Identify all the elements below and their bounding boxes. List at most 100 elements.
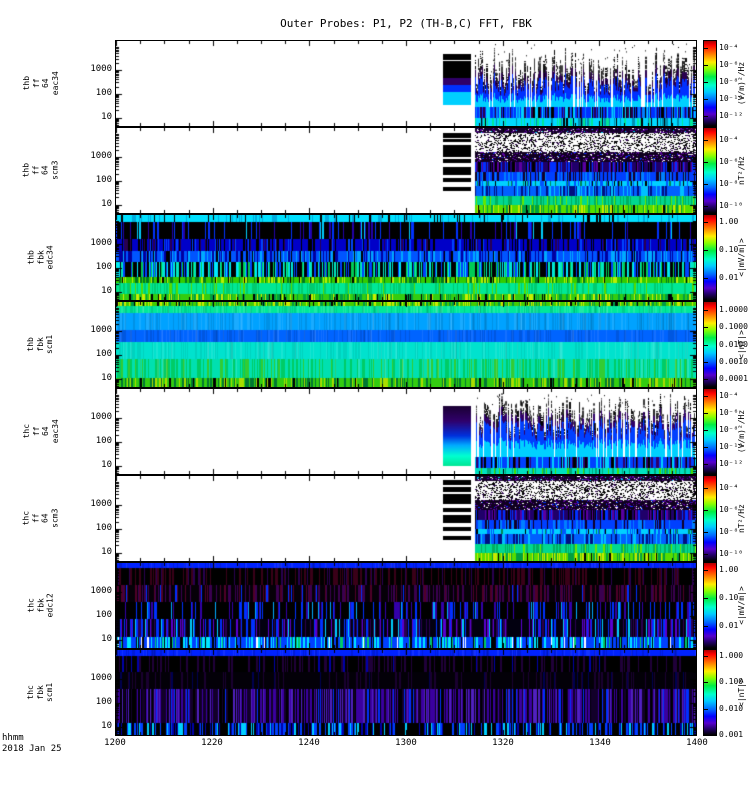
x-axis-tick-label: 1200 <box>104 738 126 748</box>
colorbar-tick-label: 1.00 <box>719 564 739 574</box>
colorbar-tick-mark <box>704 532 708 534</box>
spectrogram-thb-ff-64-eac34 <box>116 41 696 126</box>
y-tick-label: 100 <box>95 696 112 707</box>
colorbar-tick-label: 10⁻¹⁰ <box>719 441 744 451</box>
spectrogram-thc-ff-64-eac34 <box>116 389 696 474</box>
colorbar-tick-mark <box>704 488 708 490</box>
spectrogram-thb-ff-64-scm3 <box>116 128 696 213</box>
colorbar-thc-ff-64-eac34 <box>703 388 717 475</box>
colorbar-thc-ff-64-scm3 <box>703 475 717 562</box>
colorbar-tick-label: 10⁻⁸ <box>719 179 739 189</box>
colorbar-tick-label: 10⁻⁸ <box>719 527 739 537</box>
colorbar-tick-mark <box>704 98 708 100</box>
colorbar-unit-label: <|nT|> <box>737 678 746 707</box>
colorbar-tick-mark <box>704 625 708 627</box>
colorbar-tick-mark <box>704 463 708 465</box>
y-tick-label: 1000 <box>90 237 112 248</box>
colorbar-tick-label: 10⁻¹⁰ <box>719 93 744 103</box>
spectrogram-thb-fbk-scm1 <box>116 302 696 387</box>
y-tick-label: 1000 <box>90 411 112 422</box>
colorbar-tick-label: 0.0100 <box>719 339 748 349</box>
colorbar-unit-label: <|mV/m|> <box>737 238 746 277</box>
colorbar-tick-label: 0.100 <box>719 677 744 687</box>
colorbar-tick-label: 1.0000 <box>719 304 748 314</box>
colorbar-tick-label: 10⁻⁴ <box>719 42 739 52</box>
colorbar-tick-mark <box>704 221 708 223</box>
colorbar-tick-mark <box>704 395 708 397</box>
colorbar-tick-mark <box>704 161 708 163</box>
time-format-label: hhmm <box>2 733 24 743</box>
colorbar-thc-fbk-edc12 <box>703 562 717 649</box>
colorbar-tick-mark <box>704 735 708 737</box>
colorbar-tick-mark <box>704 47 708 49</box>
y-tick-label: 1000 <box>90 324 112 335</box>
colorbar-tick-mark <box>704 554 708 556</box>
x-axis-tick-label: 1320 <box>492 738 514 748</box>
panel-thb-ff-64-eac34 <box>115 40 697 127</box>
y-tick-label: 100 <box>95 261 112 272</box>
colorbar-tick-label: 1.00 <box>719 216 739 226</box>
colorbar-thb-fbk-edc34 <box>703 214 717 301</box>
colorbar-tick-mark <box>704 81 708 83</box>
colorbar-tick-mark <box>704 509 708 511</box>
y-tick-label: 10 <box>101 285 112 296</box>
spectrogram-thc-fbk-scm1 <box>116 650 696 735</box>
colorbar-tick-label: 0.0001 <box>719 374 748 384</box>
colorbar-tick-mark <box>704 277 708 279</box>
colorbar-tick-label: 10⁻⁸ <box>719 424 739 434</box>
colorbar-tick-mark <box>704 412 708 414</box>
colorbar-tick-label: 10⁻¹² <box>719 110 744 120</box>
x-axis-tick-label: 1340 <box>589 738 611 748</box>
colorbar-tick-label: 0.1000 <box>719 322 748 332</box>
panel-thb-ff-64-scm3 <box>115 127 697 214</box>
y-tick-label: 1000 <box>90 672 112 683</box>
x-axis-tick-label: 1400 <box>686 738 708 748</box>
colorbar-tick-mark <box>704 597 708 599</box>
panel-thc-ff-64-eac34 <box>115 388 697 475</box>
colorbar-tick-mark <box>704 184 708 186</box>
y-tick-label: 100 <box>95 87 112 98</box>
colorbar-tick-label: 10⁻⁶ <box>719 156 739 166</box>
spectrogram-thb-fbk-edc34 <box>116 215 696 300</box>
colorbar-thc-fbk-scm1 <box>703 649 717 736</box>
y-tick-label: 100 <box>95 435 112 446</box>
y-tick-label: 10 <box>101 546 112 557</box>
date-label: 2018 Jan 25 <box>2 744 62 754</box>
y-tick-label: 100 <box>95 609 112 620</box>
y-tick-label: 1000 <box>90 150 112 161</box>
page-title: Outer Probes: P1, P2 (TH-B,C) FFT, FBK <box>280 17 532 30</box>
colorbar-tick-label: 0.001 <box>719 730 744 740</box>
y-tick-label: 100 <box>95 174 112 185</box>
panel-thb-fbk-scm1 <box>115 301 697 388</box>
colorbar-tick-mark <box>704 115 708 117</box>
colorbar-tick-mark <box>704 682 708 684</box>
colorbar-tick-mark <box>704 709 708 711</box>
colorbar-tick-mark <box>704 309 708 311</box>
y-tick-label: 100 <box>95 522 112 533</box>
y-tick-label: 10 <box>101 372 112 383</box>
colorbar-tick-mark <box>704 655 708 657</box>
x-axis-tick-label: 1300 <box>395 738 417 748</box>
y-tick-label: 10 <box>101 720 112 731</box>
colorbar-tick-mark <box>704 379 708 381</box>
colorbar-tick-mark <box>704 327 708 329</box>
colorbar-tick-mark <box>704 249 708 251</box>
y-tick-label: 10 <box>101 633 112 644</box>
colorbar-thb-ff-64-scm3 <box>703 127 717 214</box>
colorbar-tick-label: 0.10 <box>719 244 739 254</box>
colorbar-tick-label: 10⁻¹⁰ <box>719 201 744 211</box>
y-tick-label: 10 <box>101 198 112 209</box>
colorbar-thb-fbk-scm1 <box>703 301 717 388</box>
colorbar-tick-mark <box>704 429 708 431</box>
colorbar-thb-ff-64-eac34 <box>703 40 717 127</box>
colorbar-tick-label: 0.01 <box>719 272 739 282</box>
colorbar-tick-label: 10⁻¹² <box>719 458 744 468</box>
colorbar-tick-mark <box>704 64 708 66</box>
panel-thc-ff-64-scm3 <box>115 475 697 562</box>
colorbar-tick-label: 0.01 <box>719 620 739 630</box>
colorbar-tick-mark <box>704 569 708 571</box>
colorbar-tick-label: 10⁻¹⁰ <box>719 549 744 559</box>
colorbar-tick-label: 0.010 <box>719 704 744 714</box>
spectrogram-thc-fbk-edc12 <box>116 563 696 648</box>
